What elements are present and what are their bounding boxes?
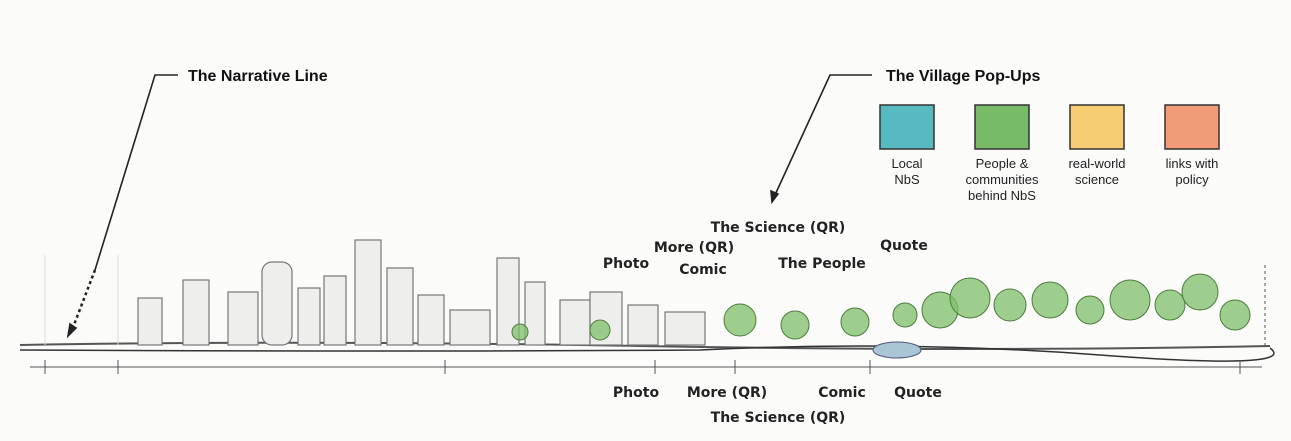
callout-label: The Narrative Line: [188, 68, 328, 85]
legend-swatch: [880, 105, 934, 149]
popup-label: The Science (QR): [711, 410, 846, 426]
popup-label: Comic: [679, 262, 727, 278]
legend-label: links with: [1166, 156, 1219, 171]
popup-label: Photo: [613, 385, 660, 401]
legend-swatch: [975, 105, 1029, 149]
popup-label: More (QR): [687, 385, 767, 401]
diagram: The Narrative Line The Village Pop-Ups Loc…: [0, 0, 1291, 441]
legend-label: policy: [1175, 172, 1209, 187]
legend-label: behind NbS: [968, 188, 1036, 203]
legend-label: science: [1075, 172, 1119, 187]
legend-label: Local: [891, 156, 922, 171]
callout-label: The Village Pop-Ups: [886, 68, 1041, 85]
popup-label: Quote: [894, 385, 942, 401]
popup-label: Comic: [818, 385, 866, 401]
legend-label: People &: [976, 156, 1029, 171]
legend-label: real-world: [1068, 156, 1125, 171]
popup-label: More (QR): [654, 240, 734, 256]
water: [873, 342, 921, 358]
popup-label: Quote: [880, 238, 928, 254]
popup-label: The People: [778, 256, 866, 272]
legend-label: NbS: [894, 172, 920, 187]
popup-label: Photo: [603, 256, 650, 272]
legend-swatch: [1165, 105, 1219, 149]
background: [0, 0, 1291, 441]
legend-label: communities: [966, 172, 1039, 187]
legend-swatch: [1070, 105, 1124, 149]
popup-label: The Science (QR): [711, 220, 846, 236]
